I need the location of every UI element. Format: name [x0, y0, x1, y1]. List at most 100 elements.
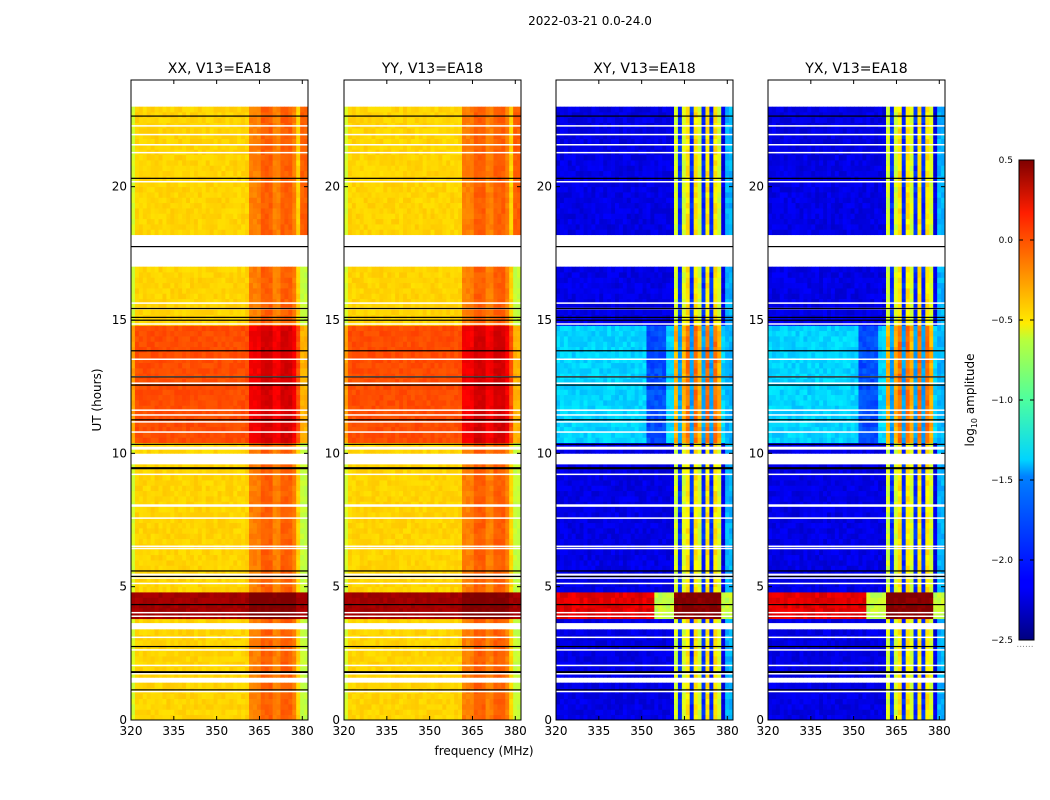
heatmap-cell [182, 640, 187, 646]
heatmap-cell [193, 106, 199, 113]
heatmap-cell [268, 272, 273, 278]
heatmap-cell [197, 698, 203, 705]
heatmap-cell [391, 714, 396, 721]
heatmap-cell [190, 549, 195, 556]
heatmap-cell [142, 602, 148, 609]
heatmap-cell [131, 346, 136, 353]
heatmap-cell [252, 469, 258, 476]
heatmap-cell [252, 298, 258, 305]
heatmap-cell [131, 490, 136, 497]
heatmap-cell [256, 378, 262, 385]
heatmap-cell [142, 480, 148, 486]
heatmap-cell [182, 629, 187, 636]
heatmap-cell [260, 432, 266, 438]
heatmap-cell [245, 357, 250, 364]
heatmap-cell [158, 672, 163, 678]
heatmap-cell [288, 464, 293, 470]
heatmap-cell [296, 144, 301, 150]
heatmap-cell [221, 133, 226, 140]
heatmap-cell [162, 405, 167, 412]
heatmap-cell [146, 410, 152, 417]
heatmap-cell [260, 133, 266, 140]
heatmap-cell [276, 368, 281, 374]
heatmap-cell [296, 277, 301, 284]
heatmap-cell [138, 656, 144, 662]
heatmap-cell [292, 474, 297, 481]
heatmap-cell [193, 522, 199, 529]
heatmap-cell [268, 405, 273, 412]
heatmap-cell [158, 384, 163, 390]
heatmap-cell [237, 133, 242, 140]
heatmap-cell [241, 565, 246, 572]
heatmap-cell [304, 277, 309, 284]
heatmap-cell [300, 138, 305, 145]
heatmap-cell [193, 480, 199, 486]
heatmap-cell [174, 709, 179, 716]
heatmap-cell [260, 714, 266, 721]
heatmap-cell [166, 421, 171, 428]
heatmap-cell [245, 698, 250, 705]
heatmap-cell [138, 501, 144, 508]
heatmap-cell [497, 714, 502, 721]
heatmap-cell [245, 576, 250, 582]
heatmap-cell [209, 272, 214, 278]
heatmap-cell [229, 320, 234, 326]
heatmap-cell [170, 442, 175, 449]
heatmap-cell [178, 197, 183, 204]
heatmap-cell [288, 661, 293, 668]
heatmap-cell [284, 405, 289, 412]
heatmap-cell [162, 586, 167, 593]
heatmap-cell [205, 426, 211, 433]
heatmap-cell [245, 160, 250, 166]
heatmap-cell [217, 421, 222, 428]
heatmap-cell [158, 485, 163, 492]
heatmap-cell [268, 144, 273, 150]
heatmap-cell [170, 394, 175, 401]
heatmap-cell [213, 378, 218, 385]
heatmap-cell [190, 416, 195, 422]
heatmap-cell [300, 533, 305, 540]
heatmap-cell [245, 368, 250, 374]
heatmap-cell [260, 597, 266, 604]
heatmap-cell [186, 528, 191, 534]
heatmap-cell [158, 682, 163, 689]
heatmap-cell [264, 533, 270, 540]
heatmap-cell [178, 218, 183, 225]
heatmap-cell [233, 602, 238, 609]
heatmap-cell [272, 208, 277, 214]
heatmap-cell [276, 309, 281, 316]
heatmap-cell [197, 224, 203, 230]
heatmap-cell [249, 405, 254, 412]
heatmap-cell [146, 394, 152, 401]
heatmap-cell [284, 282, 289, 289]
flagged-row [131, 180, 308, 183]
heatmap-cell [131, 400, 136, 406]
heatmap-cell [229, 378, 234, 385]
heatmap-cell [134, 528, 140, 534]
heatmap-cell [249, 282, 254, 289]
heatmap-cell [166, 165, 171, 172]
heatmap-cell [190, 645, 195, 652]
heatmap-cell [300, 336, 305, 342]
heatmap-cell [221, 112, 226, 118]
heatmap-cell [178, 629, 183, 636]
heatmap-cell [296, 704, 301, 710]
heatmap-cell [237, 661, 242, 668]
heatmap-cell [296, 170, 301, 177]
heatmap-cell [174, 277, 179, 284]
heatmap-cell [268, 192, 273, 198]
heatmap-cell [174, 320, 179, 326]
heatmap-cell [304, 304, 309, 310]
heatmap-cell [193, 144, 199, 150]
heatmap-cell [221, 213, 226, 220]
heatmap-cell [166, 672, 171, 678]
heatmap-cell [233, 277, 238, 284]
heatmap-cell [154, 357, 159, 364]
heatmap-cell [134, 117, 140, 124]
heatmap-cell [489, 698, 494, 705]
heatmap-cell [276, 480, 281, 486]
heatmap-cell [186, 629, 191, 636]
heatmap-cell [170, 106, 175, 113]
heatmap-cell [288, 341, 293, 348]
heatmap-cell [209, 202, 214, 209]
